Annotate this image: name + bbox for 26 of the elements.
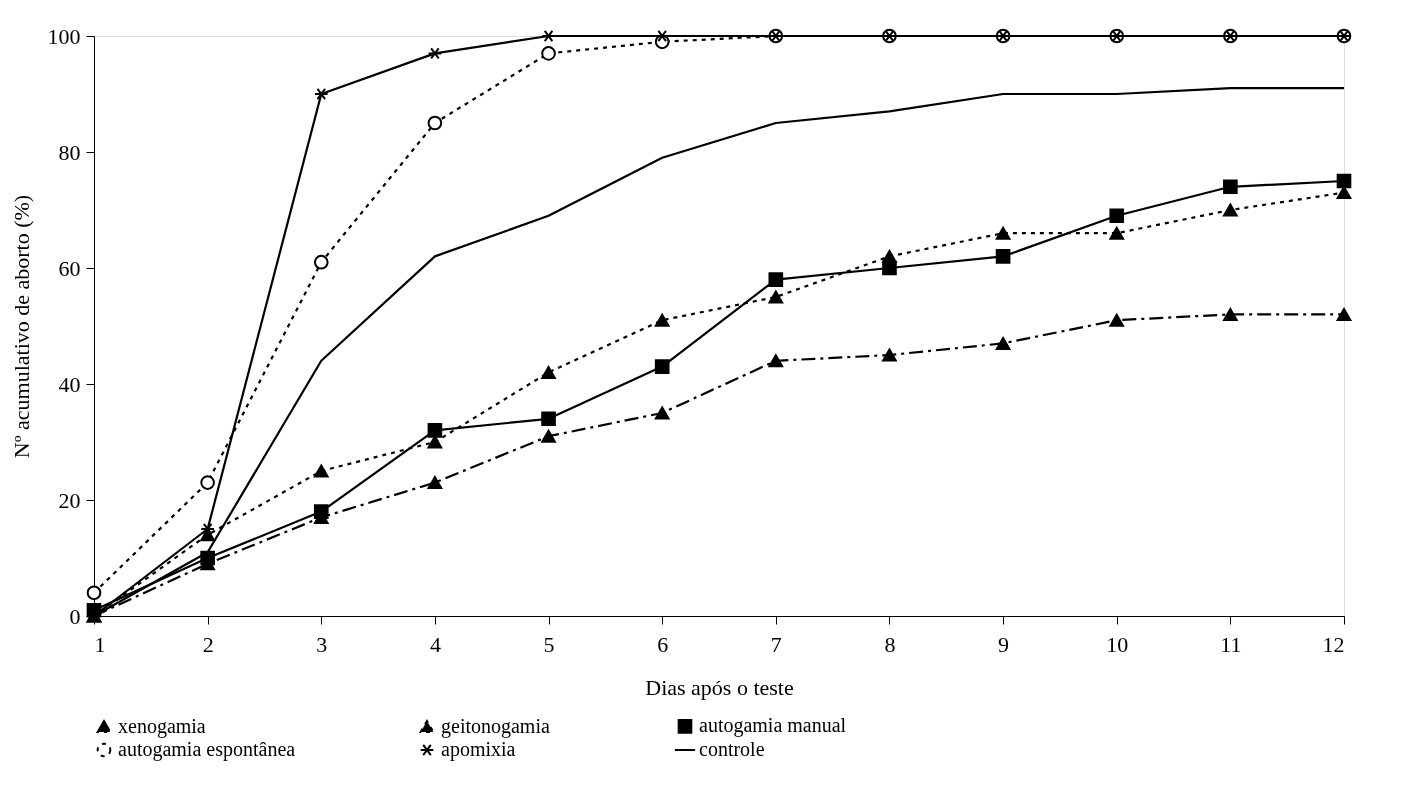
x-tick-label: 7 [770,631,782,657]
x-tick-label: 1 [94,631,106,657]
x-tick-label: 3 [316,631,328,657]
y-tick-label: 100 [47,23,81,49]
y-axis-title: Nº acumulativo de aborto (%) [8,194,34,459]
legend-label: xenogamia [118,714,206,738]
x-tick-label: 5 [543,631,555,657]
x-tick-label: 8 [884,631,896,657]
legend-label: geitonogamia [441,714,550,738]
y-tick-label: 60 [58,255,81,281]
legend-label: autogamia manual [699,714,847,738]
x-tick-label: 12 [1322,631,1345,657]
x-tick-label: 6 [657,631,669,657]
x-axis-title: Dias após o teste [645,674,794,700]
y-tick-label: 0 [69,603,81,629]
x-tick-label: 9 [998,631,1010,657]
legend-label: controle [699,738,765,760]
x-tick-label: 11 [1220,631,1242,657]
x-tick-label: 10 [1106,631,1129,657]
y-tick-label: 20 [58,487,81,513]
x-tick-label: 2 [202,631,214,657]
y-tick-label: 80 [58,139,81,165]
legend-label: autogamia espontânea [118,738,296,761]
x-tick-label: 4 [429,631,441,657]
legend-label: apomixia [441,738,516,761]
y-tick-label: 40 [58,371,81,397]
